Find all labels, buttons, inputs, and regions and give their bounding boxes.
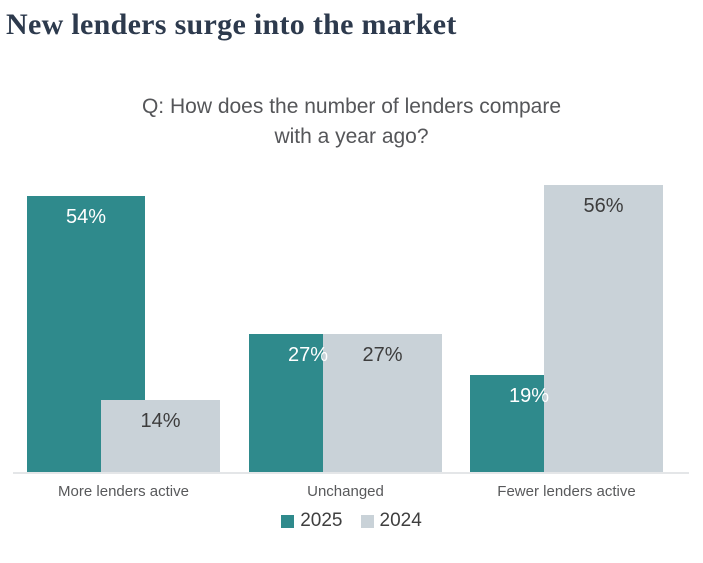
chart-question: Q: How does the number of lenders compar… [52, 92, 652, 152]
bar-value-label-2025: 54% [65, 206, 107, 228]
bar-chart-plot-area: 54% 14% More lenders active 27% 27% Unchanged… [13, 174, 689, 500]
chart-legend: 2025 2024 [0, 510, 703, 532]
bar-2024-group-3 [544, 185, 663, 472]
legend-item-2024: 2024 [360, 510, 422, 532]
legend-item-2025: 2025 [281, 510, 343, 532]
bar-2024-group-1 [101, 400, 220, 472]
legend-swatch-icon [360, 514, 374, 528]
bar-value-label-2025: 27% [287, 344, 329, 366]
category-label: Unchanged [307, 483, 384, 500]
bar-value-label-2024: 14% [140, 410, 181, 432]
bar-value-label-2025: 19% [508, 385, 550, 407]
bar-value-label-2024: 56% [583, 195, 624, 217]
legend-label: 2024 [379, 510, 422, 531]
bar-2024-group-2 [323, 334, 442, 472]
category-label: More lenders active [58, 483, 189, 500]
page: New lenders surge into the market Q: How… [0, 8, 703, 532]
bar-group-3: 19% 56% Fewer lenders active [470, 174, 663, 500]
chart-question-line-1: Q: How does the number of lenders compar… [141, 95, 562, 118]
category-label: Fewer lenders active [497, 483, 636, 500]
bar-value-label-2024: 27% [362, 344, 403, 366]
bar-group-1: 54% 14% More lenders active [27, 174, 220, 500]
page-title: New lenders surge into the market [6, 8, 457, 41]
legend-swatch-icon [281, 514, 295, 528]
chart-question-line-2: with a year ago? [274, 125, 429, 148]
bar-group-2: 27% 27% Unchanged [249, 174, 442, 500]
legend-label: 2025 [300, 510, 343, 531]
